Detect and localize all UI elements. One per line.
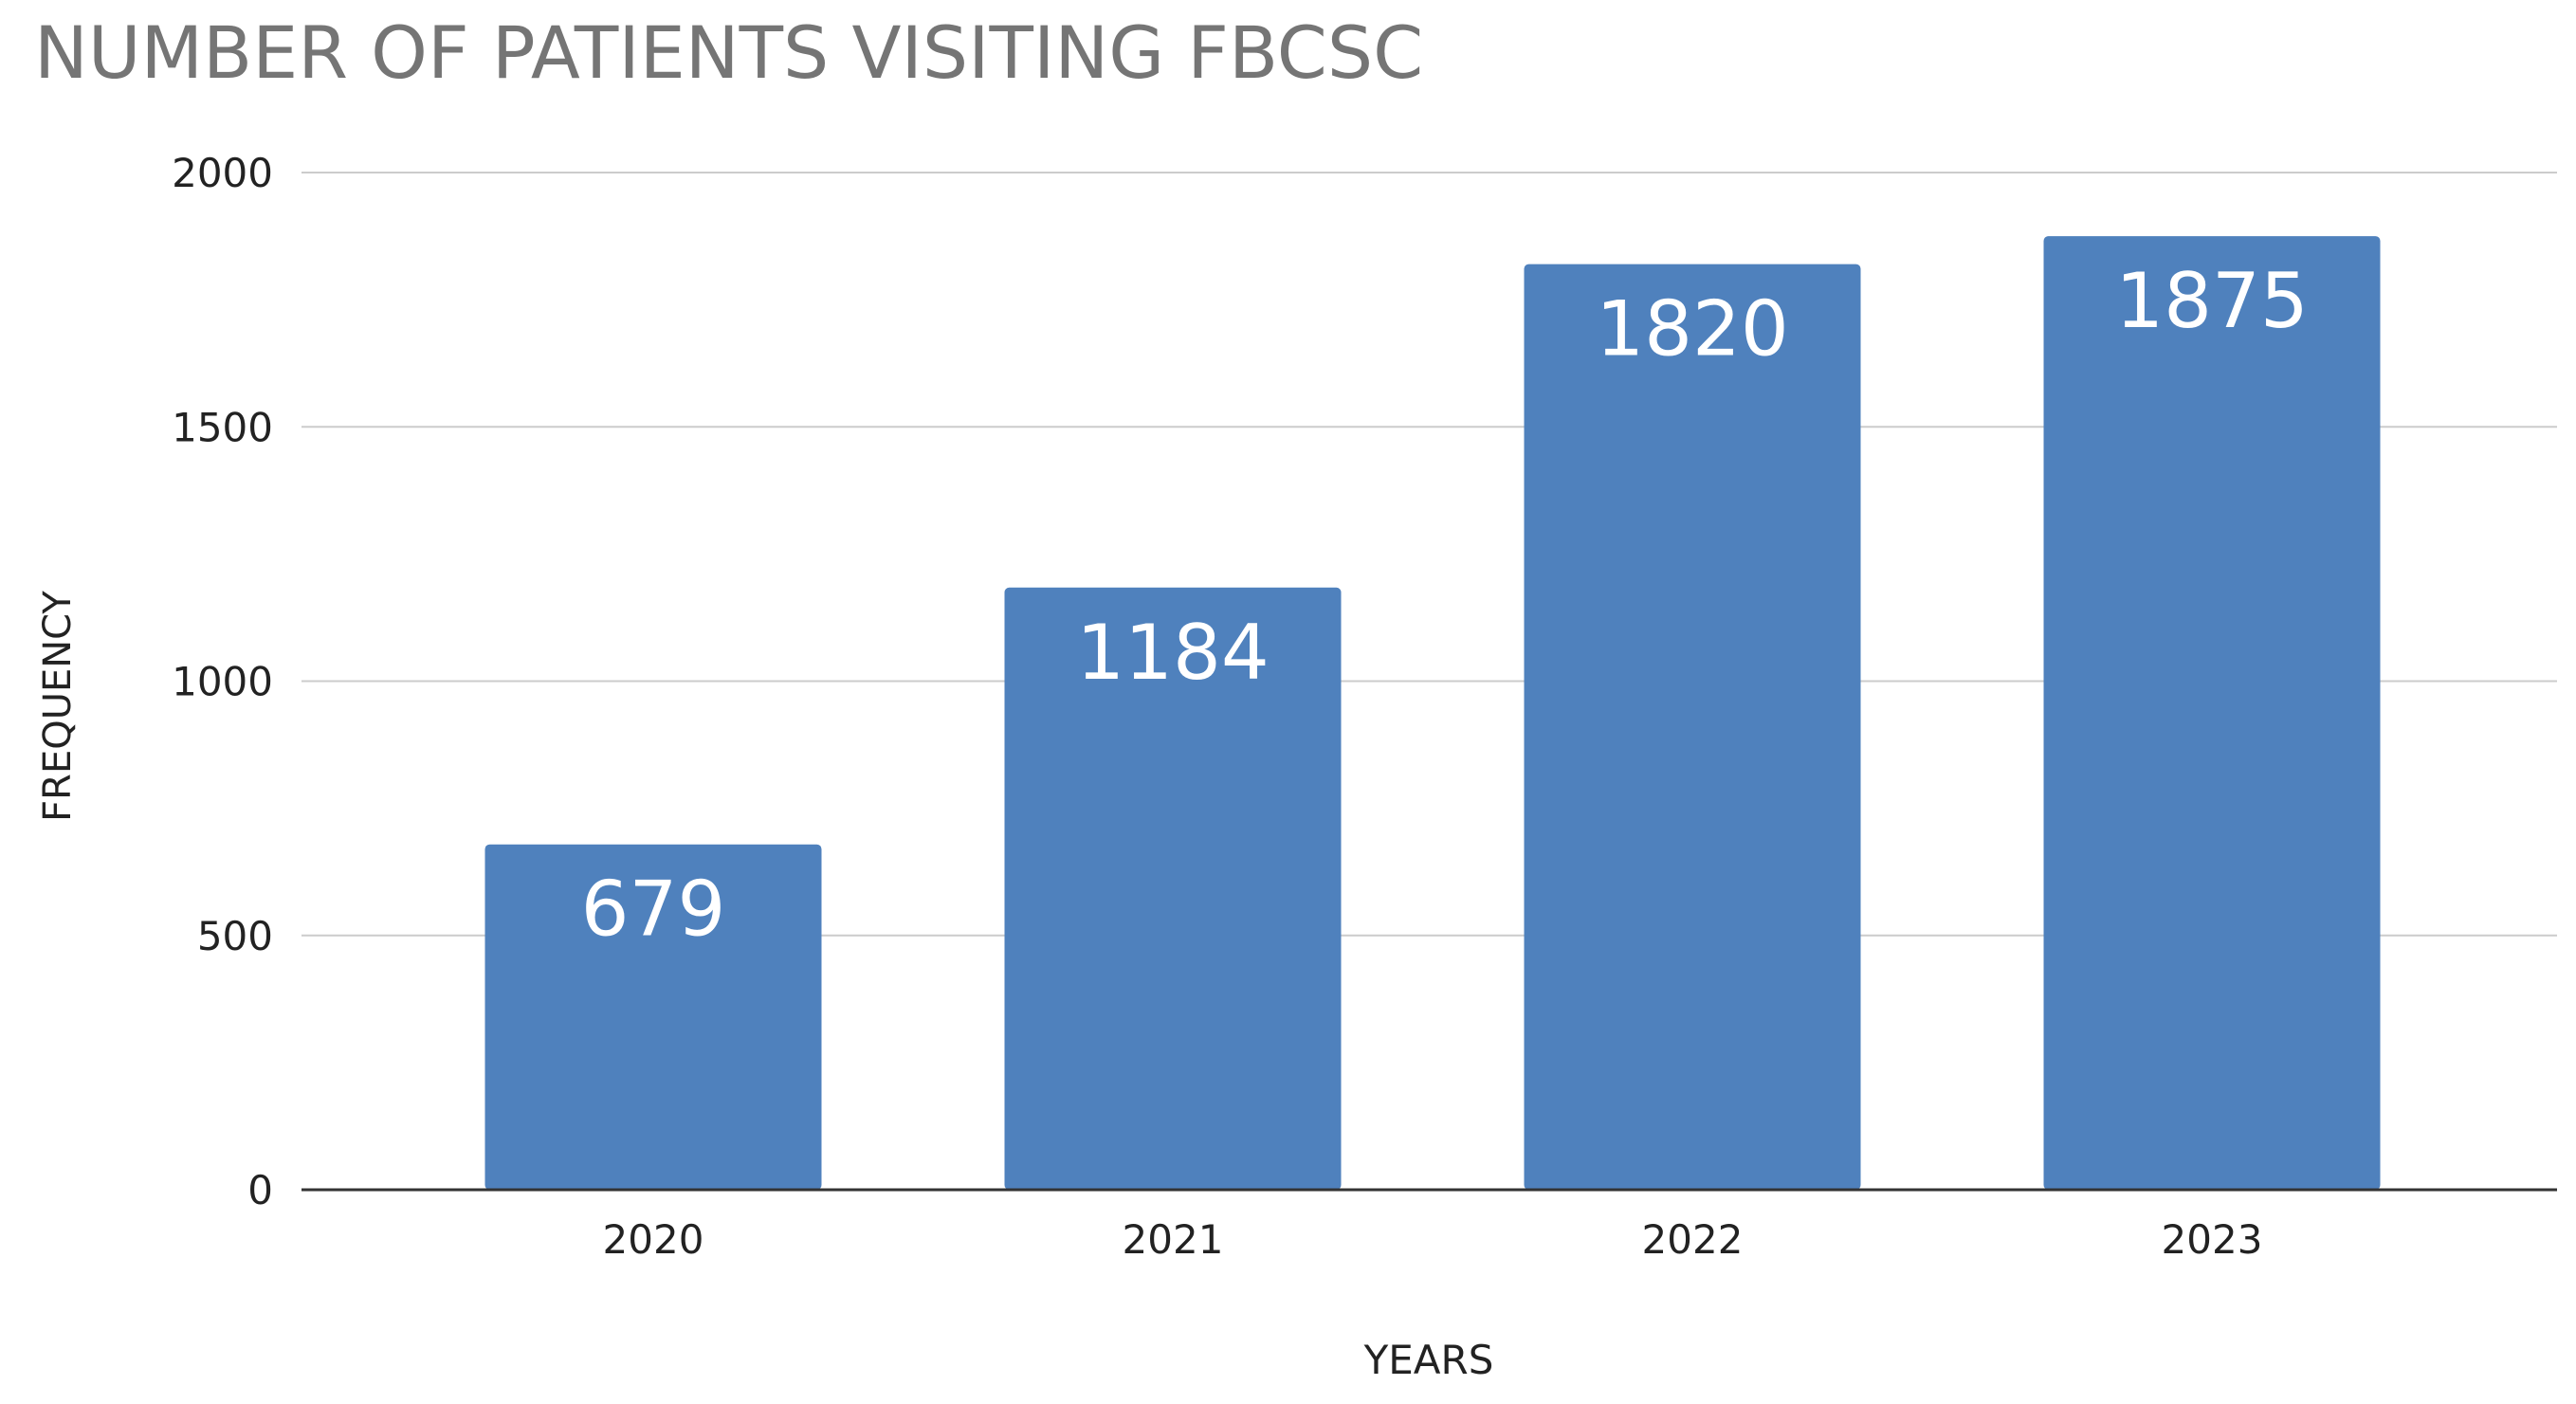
- data-labels: 679 1184 1820 1875: [581, 257, 2309, 954]
- y-tick-label: 2000: [172, 150, 273, 196]
- bar-2020: [484, 844, 822, 1190]
- data-label-2021: 1184: [1076, 609, 1270, 697]
- data-label-2020: 679: [581, 866, 726, 954]
- chart-title: NUMBER OF PATIENTS VISITING FBCSC: [34, 10, 1423, 95]
- y-tick-label: 0: [247, 1167, 273, 1213]
- y-axis-tick-labels: 0 500 1000 1500 2000: [172, 150, 273, 1213]
- y-tick-label: 500: [197, 913, 273, 959]
- x-tick-label-2022: 2022: [1642, 1216, 1744, 1263]
- x-tick-label-2020: 2020: [603, 1216, 704, 1263]
- x-tick-label-2021: 2021: [1123, 1216, 1224, 1263]
- bar-2023: [2043, 236, 2381, 1190]
- data-label-2023: 1875: [2115, 257, 2309, 345]
- bars: [484, 236, 2381, 1190]
- x-axis-tick-labels: 2020 2021 2022 2023: [603, 1216, 2263, 1263]
- y-tick-label: 1500: [172, 404, 273, 450]
- data-label-2022: 1820: [1596, 285, 1789, 374]
- bar-2022: [1524, 264, 1861, 1190]
- bar-2021: [1004, 587, 1342, 1190]
- x-axis-label: YEARS: [1363, 1337, 1494, 1383]
- y-axis-label: FREQUENCY: [36, 591, 80, 822]
- y-tick-label: 1000: [172, 659, 273, 705]
- x-tick-label-2023: 2023: [2162, 1216, 2263, 1263]
